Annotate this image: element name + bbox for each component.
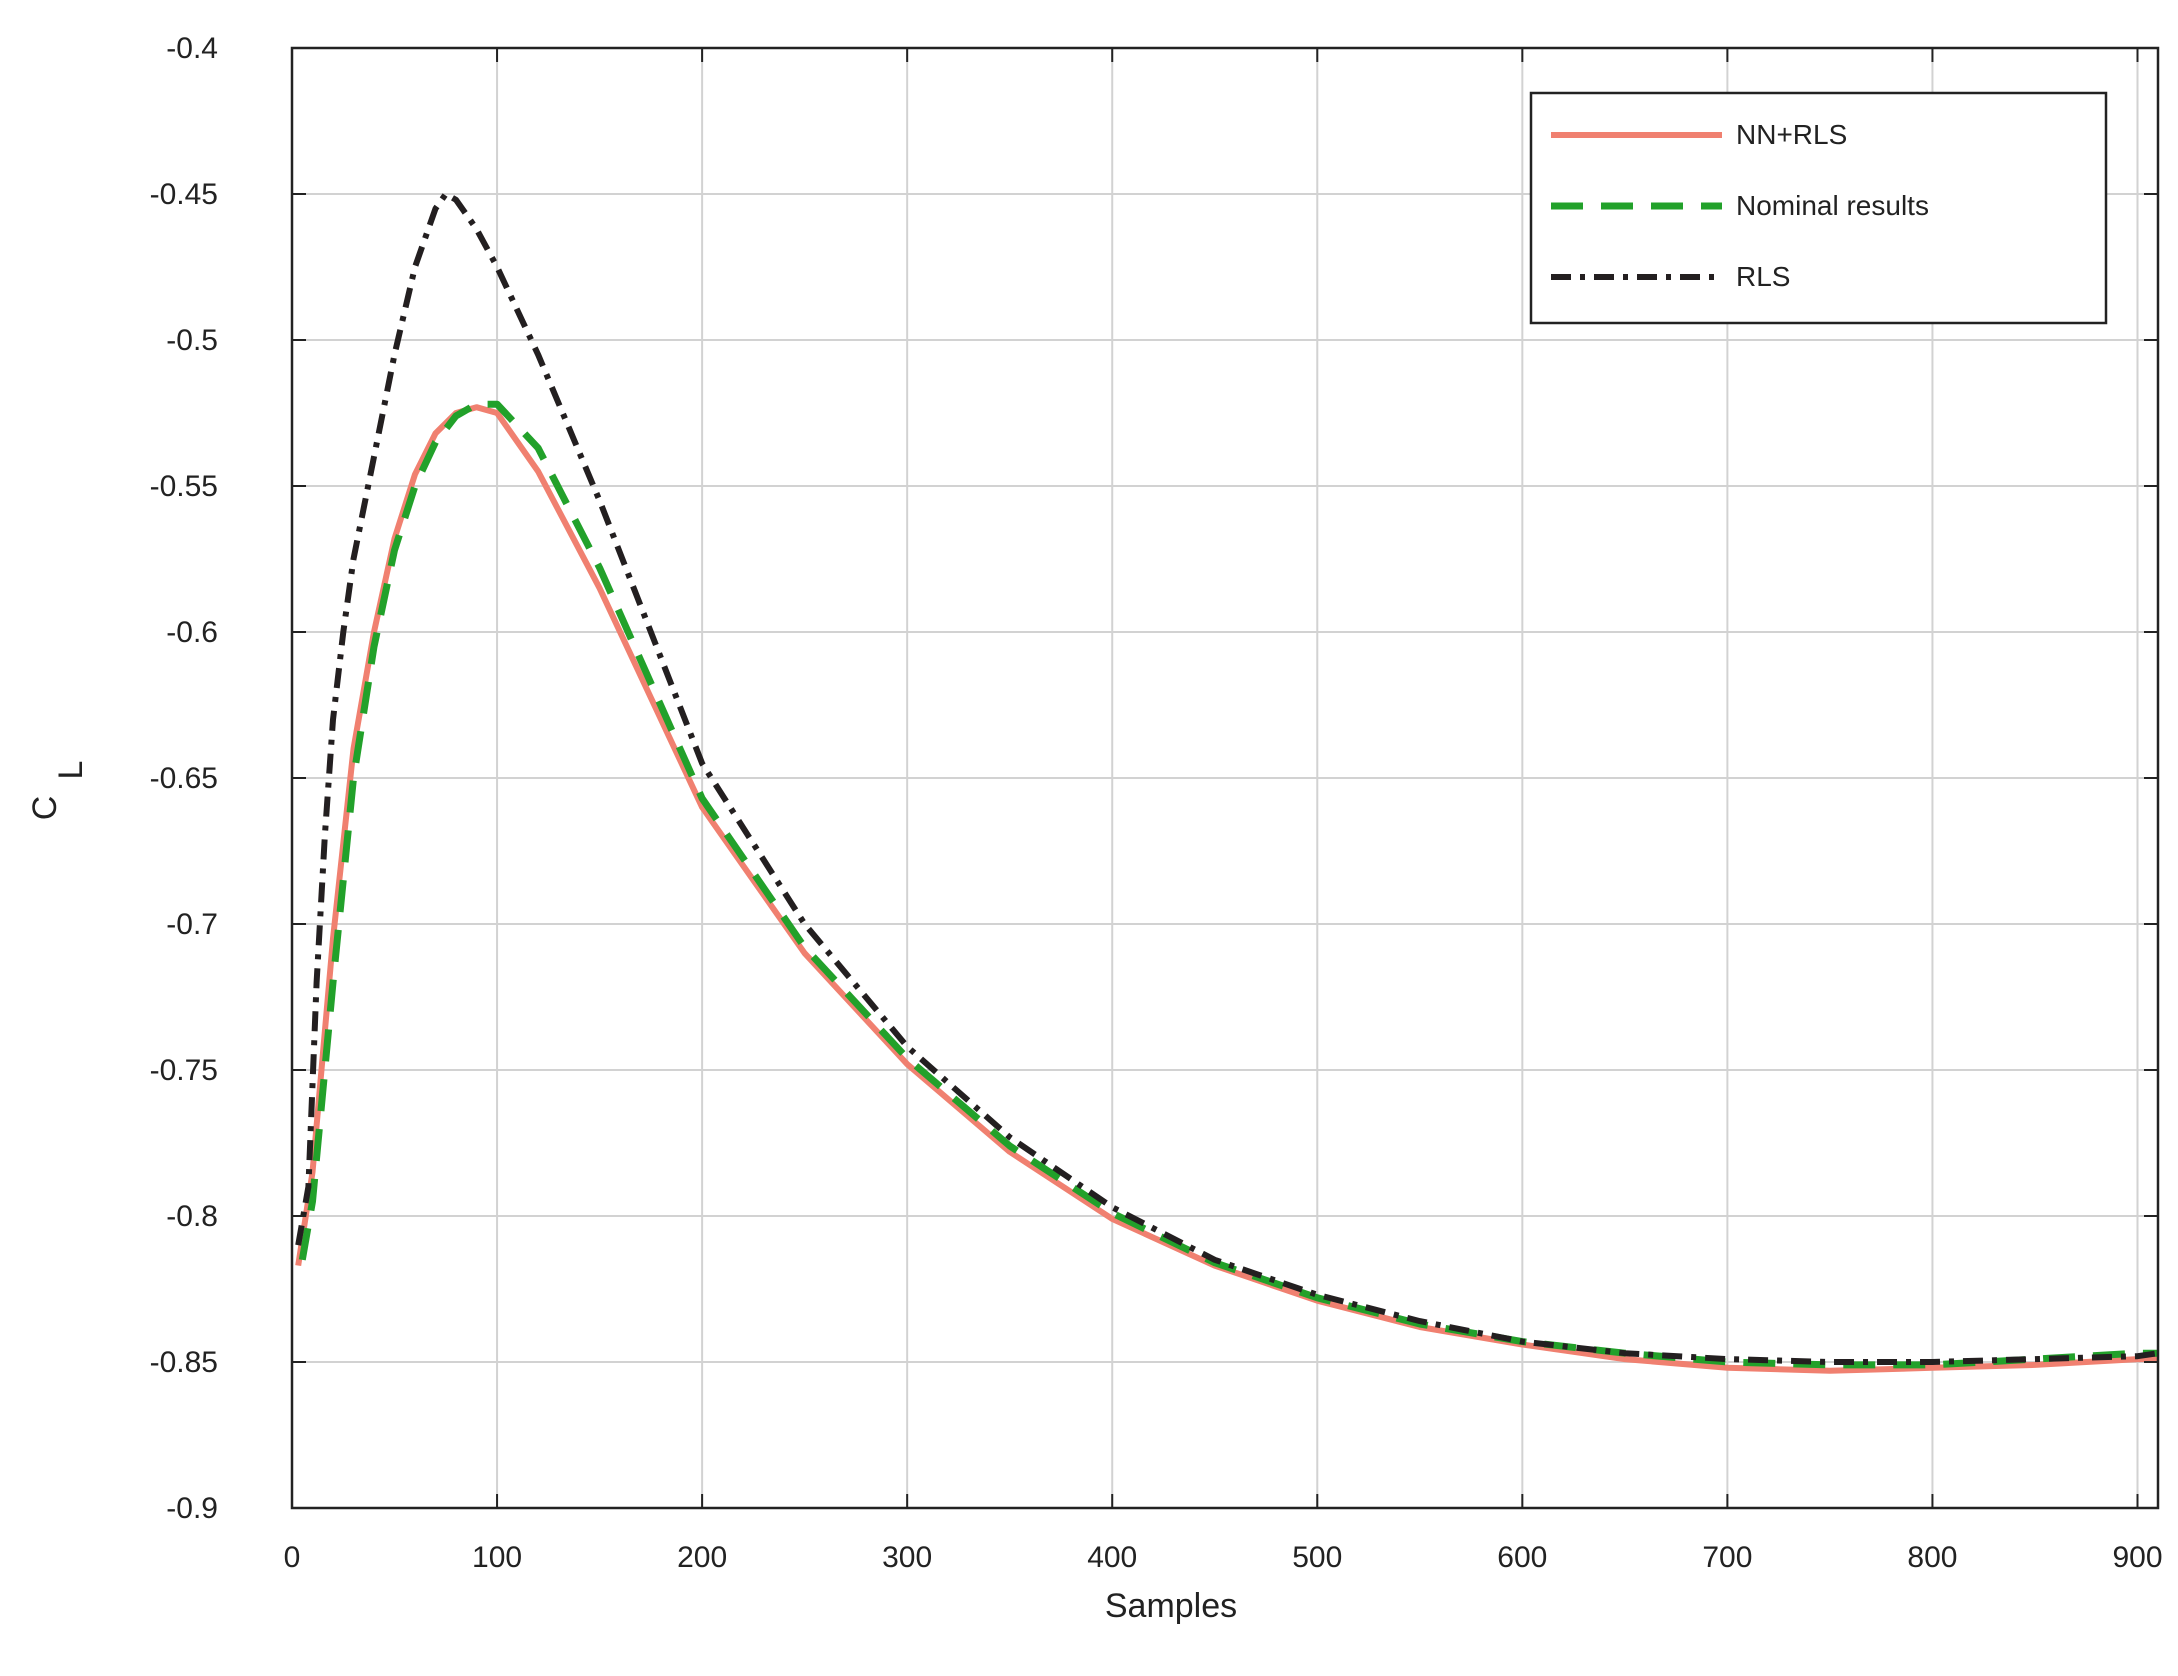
y-tick-label: -0.45 (150, 178, 218, 211)
y-tick-label: -0.6 (166, 616, 218, 649)
x-tick-label: 400 (1087, 1541, 1137, 1574)
legend-label-2: RLS (1736, 261, 1790, 292)
x-tick-label: 900 (2112, 1541, 2162, 1574)
x-tick-label: 500 (1292, 1541, 1342, 1574)
series-line-2 (295, 191, 2158, 1365)
x-axis-title: Samples (1105, 1587, 1237, 1625)
legend-items: NN+RLS Nominal results RLS (1551, 119, 1929, 292)
y-tick-label: -0.85 (150, 1346, 218, 1379)
y-tick-label: -0.8 (166, 1200, 218, 1233)
y-axis-title-subscript: L (52, 761, 90, 780)
y-tick-label: -0.5 (166, 324, 218, 357)
legend: NN+RLS Nominal results RLS (1529, 91, 2108, 325)
y-tick-label: -0.65 (150, 762, 218, 795)
y-tick-label: -0.7 (166, 908, 218, 941)
x-tick-label: 200 (677, 1541, 727, 1574)
x-tick-label: 700 (1702, 1541, 1752, 1574)
x-tick-label: 300 (882, 1541, 932, 1574)
x-tick-label: 0 (284, 1541, 301, 1574)
y-axis-title: C L (26, 761, 90, 821)
x-tick-label: 800 (1907, 1541, 1957, 1574)
plot-series (295, 191, 2158, 1374)
series-line-0 (295, 404, 2158, 1374)
x-tick-label: 100 (472, 1541, 522, 1574)
y-tick-label: -0.75 (150, 1054, 218, 1087)
legend-label-1: Nominal results (1736, 190, 1929, 221)
legend-label-0: NN+RLS (1736, 119, 1847, 150)
y-tick-label: -0.4 (166, 32, 218, 65)
axis-ticks: 0 100 200 300 400 500 600 700 800 900 -0.4 -0.45 -0.… (150, 32, 2163, 1574)
y-axis-title-main: C (26, 796, 64, 821)
y-tick-label: -0.9 (166, 1492, 218, 1525)
legend-box (1529, 91, 2108, 325)
y-tick-label: -0.55 (150, 470, 218, 503)
x-tick-label: 600 (1497, 1541, 1547, 1574)
